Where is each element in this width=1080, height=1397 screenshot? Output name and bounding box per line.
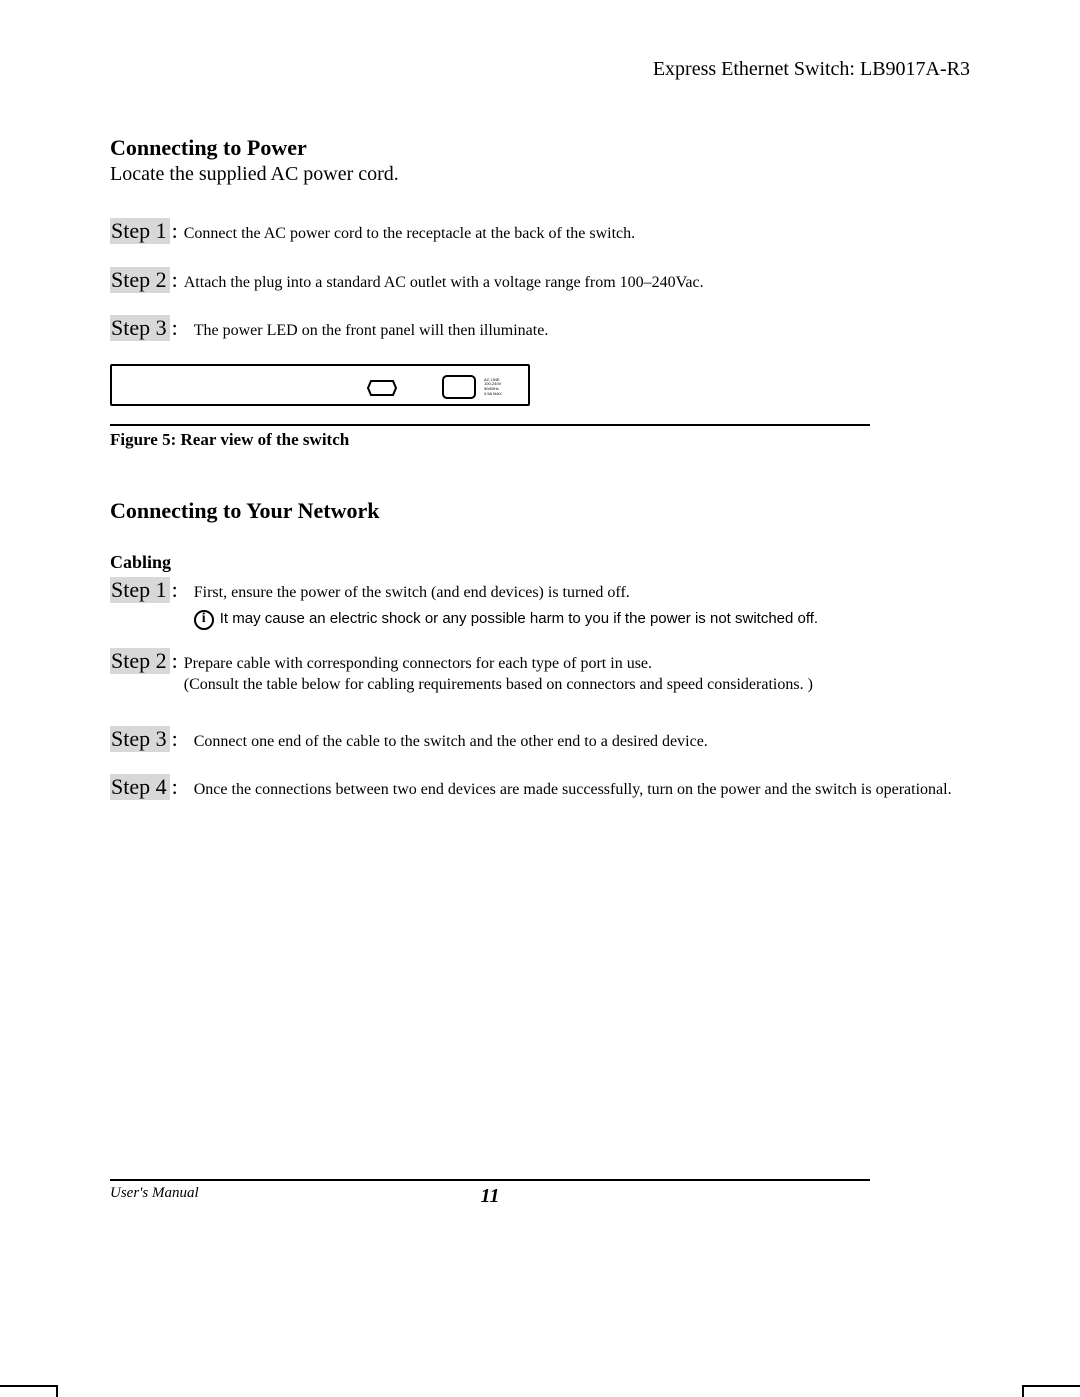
- step-text: Connect the AC power cord to the recepta…: [184, 218, 970, 245]
- step-colon: :: [170, 774, 184, 800]
- corner-mark-bottom-right: [1022, 1385, 1080, 1397]
- s2-step1: Step 1 : First, ensure the power of the …: [110, 577, 970, 630]
- power-receptacle-icon: [367, 380, 397, 396]
- step-colon: :: [170, 315, 184, 341]
- section1-intro: Locate the supplied AC power cord.: [110, 163, 970, 186]
- step-body: First, ensure the power of the switch (a…: [184, 577, 970, 630]
- footer-rule: [110, 1179, 870, 1181]
- s1-step3: Step 3 : The power LED on the front pane…: [110, 315, 970, 342]
- page-content: Express Ethernet Switch: LB9017A-R3 Conn…: [110, 58, 970, 823]
- rear-panel-diagram: AC LINE 100-240V 50/60Hz 0.5A MAX: [110, 364, 530, 406]
- footer-row: User's Manual 11: [110, 1185, 870, 1202]
- figure-caption: Figure 5: Rear view of the switch: [110, 430, 970, 450]
- power-rating-label: AC LINE 100-240V 50/60Hz 0.5A MAX: [484, 378, 502, 396]
- header-product: Express Ethernet Switch: LB9017A-R3: [110, 58, 970, 81]
- step-label: Step 4: [110, 774, 170, 800]
- step-subtext: (Consult the table below for cabling req…: [184, 674, 970, 696]
- s2-step4: Step 4 : Once the connections between tw…: [110, 774, 970, 801]
- step-label: Step 1: [110, 577, 170, 603]
- step-label: Step 1: [110, 218, 170, 244]
- step-body: Prepare cable with corresponding connect…: [184, 648, 970, 696]
- s1-step1: Step 1 : Connect the AC power cord to th…: [110, 218, 970, 245]
- step-colon: :: [170, 577, 184, 603]
- footer-page-number: 11: [481, 1185, 500, 1208]
- step-label: Step 2: [110, 648, 170, 674]
- step-colon: :: [170, 648, 184, 674]
- section1-title: Connecting to Power: [110, 135, 970, 161]
- figure-rear-view: AC LINE 100-240V 50/60Hz 0.5A MAX: [110, 364, 970, 406]
- figure-divider: [110, 424, 870, 426]
- step-label: Step 3: [110, 315, 170, 341]
- step-colon: :: [170, 218, 184, 244]
- s1-step2: Step 2 : Attach the plug into a standard…: [110, 267, 970, 294]
- footer-manual-label: User's Manual: [110, 1185, 199, 1202]
- step-label: Step 3: [110, 726, 170, 752]
- port-icon: [442, 375, 476, 399]
- section2-subheading: Cabling: [110, 552, 970, 573]
- corner-mark-bottom-left: [0, 1385, 58, 1397]
- step-label: Step 2: [110, 267, 170, 293]
- step-text: Attach the plug into a standard AC outle…: [184, 267, 970, 294]
- step-text: Connect one end of the cable to the swit…: [184, 726, 970, 753]
- step-colon: :: [170, 267, 184, 293]
- step-text: The power LED on the front panel will th…: [184, 315, 970, 342]
- info-text: It may cause an electric shock or any po…: [220, 609, 818, 629]
- s2-step2: Step 2 : Prepare cable with correspondin…: [110, 648, 970, 696]
- step-text: Prepare cable with corresponding connect…: [184, 655, 652, 672]
- page-footer: User's Manual 11: [110, 1179, 870, 1202]
- step-colon: :: [170, 726, 184, 752]
- info-note: i It may cause an electric shock or any …: [194, 609, 970, 629]
- step-text: Once the connections between two end dev…: [184, 774, 970, 801]
- step-text: First, ensure the power of the switch (a…: [194, 584, 630, 601]
- section2-title: Connecting to Your Network: [110, 498, 970, 524]
- info-icon: i: [194, 610, 214, 630]
- s2-step3: Step 3 : Connect one end of the cable to…: [110, 726, 970, 753]
